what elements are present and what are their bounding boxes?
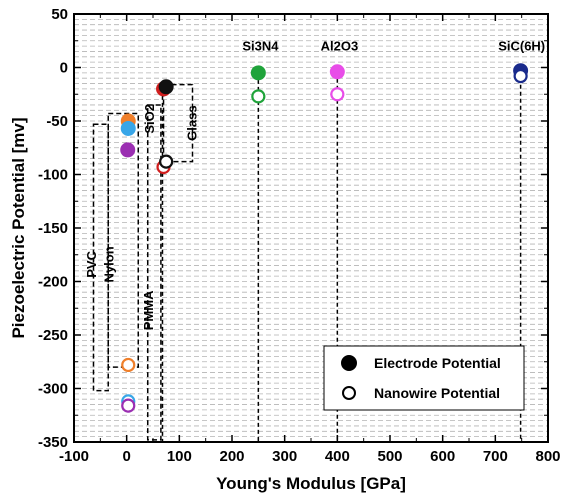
x-tick-label: 800 [535,448,560,465]
electrode-point [120,120,136,136]
nanowire-point [121,357,136,373]
material-label: Si3N4 [242,38,279,53]
electrode-point [250,65,266,81]
legend: Electrode Potential Nanowire Potential [323,345,525,411]
material-labels: PVC Nylon PMMA SiO2 Glass Si3N4 Al2O3 SiC(6H) [84,38,545,330]
material-label: PVC [84,250,99,277]
y-tick-label: -200 [38,274,68,291]
group-outline-pvc [92,123,109,392]
nanowire-point [121,398,136,413]
y-tick-label: 0 [60,60,68,77]
y-tick-label: -50 [46,113,68,130]
y-tick-label: -250 [38,327,68,344]
x-tick-label: 600 [430,448,455,465]
x-tick-label: 300 [272,448,297,465]
electrode-point [120,142,136,158]
nanowire-point [513,68,528,84]
x-tick-label: -100 [59,448,89,465]
x-tick-label: 200 [219,448,244,465]
x-tick-label: 0 [122,448,130,465]
legend-label-nanowire: Nanowire Potential [374,385,500,401]
x-tick-label: 500 [377,448,402,465]
material-label: Nylon [102,246,117,282]
material-label: PMMA [141,290,156,330]
x-tick-label: 100 [167,448,192,465]
x-tick-label: 700 [483,448,508,465]
nanowire-point [330,87,345,102]
material-label: SiO2 [142,104,157,134]
legend-marker-open [342,386,356,400]
electrode-point [158,79,174,95]
nanowire-point [251,89,266,104]
electrode-point [329,64,345,80]
group-outline-pmma [146,104,162,441]
axis-ticks: -100 0 100 200 300 400 500 600 700 800500-50-100-… [38,6,561,465]
group-outline-glass [162,83,194,163]
data-points [120,63,529,413]
legend-box [323,345,525,411]
y-tick-label: -100 [38,167,68,184]
nanowire-point [159,154,174,169]
y-tick-label: -300 [38,381,68,398]
material-label: SiC(6H) [498,38,545,53]
y-tick-label: 50 [51,6,68,23]
y-axis-title: Piezoelectric Potential [mv] [9,117,28,338]
x-tick-label: 400 [325,448,350,465]
legend-label-electrode: Electrode Potential [374,355,501,371]
material-label: Al2O3 [321,38,359,53]
y-tick-label: -350 [38,434,68,451]
material-label: Glass [185,105,200,140]
y-tick-label: -150 [38,220,68,237]
x-axis-title: Young's Modulus [GPa] [216,474,406,493]
legend-marker-filled [341,355,357,371]
